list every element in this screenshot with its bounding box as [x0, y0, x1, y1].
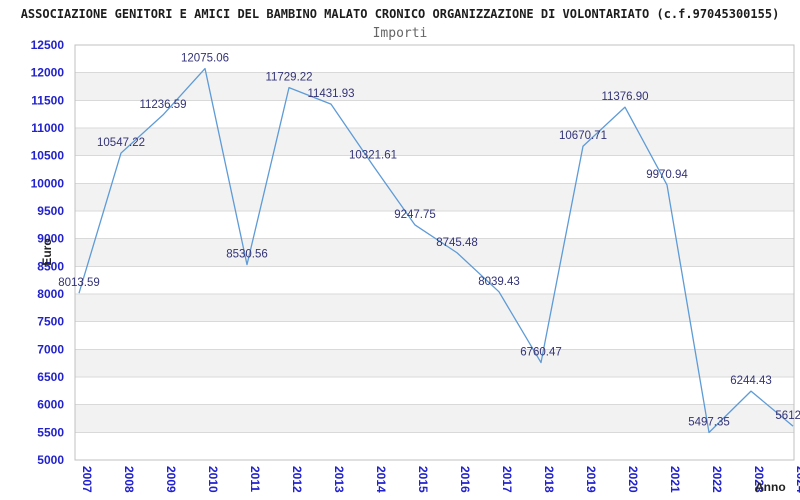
x-axis-title: Anno — [755, 480, 786, 494]
x-tick-label: 2020 — [626, 466, 640, 493]
y-axis-title: Euro — [40, 238, 54, 266]
data-point-label: 12075.06 — [181, 53, 229, 65]
x-tick-label: 2014 — [374, 466, 388, 493]
data-point-label: 11236.59 — [139, 99, 186, 111]
y-tick-label: 11500 — [31, 93, 64, 107]
y-tick-label: 7000 — [37, 342, 64, 356]
grid-band — [75, 294, 794, 322]
y-tick-label: 10000 — [31, 176, 65, 190]
data-point-label: 9970.94 — [646, 169, 688, 181]
grid-band — [75, 321, 794, 350]
grid-band — [75, 72, 794, 101]
page-title: ASSOCIAZIONE GENITORI E AMICI DEL BAMBIN… — [20, 7, 780, 21]
y-tick-label: 5000 — [37, 453, 64, 467]
y-tick-label: 9000 — [37, 232, 64, 246]
x-tick-label: 2023 — [752, 466, 766, 493]
chart-subtitle: Importi — [372, 26, 428, 41]
plot-border — [74, 44, 795, 461]
x-tick-label: 2007 — [80, 466, 94, 493]
data-point-label: 5497.35 — [688, 416, 730, 428]
data-line — [78, 67, 794, 434]
grid-band — [75, 128, 794, 156]
x-tick-label: 2009 — [164, 466, 178, 493]
y-tick-label: 8000 — [37, 287, 64, 301]
data-point-label: 10547.22 — [97, 137, 145, 149]
grid-band — [75, 183, 794, 211]
data-point-label: 11729.22 — [265, 72, 312, 84]
grid-band — [75, 266, 794, 294]
grid-band — [75, 349, 794, 377]
x-tick-label: 2012 — [290, 466, 304, 493]
y-tick-label: 11000 — [31, 121, 64, 135]
grid-band — [75, 404, 794, 433]
x-tick-label: 2008 — [122, 466, 136, 493]
data-point-label: 8530.56 — [226, 249, 268, 261]
x-tick-label: 2015 — [416, 466, 430, 493]
x-tick-label: 2022 — [710, 466, 724, 493]
x-tick-label: 2019 — [584, 466, 598, 493]
data-point-label: 9247.75 — [394, 209, 436, 221]
data-point-label: 8013.59 — [58, 277, 100, 289]
grid-band — [75, 238, 794, 267]
grid-band — [75, 45, 794, 73]
x-tick-label: 2013 — [332, 466, 346, 493]
x-tick-label: 2016 — [458, 466, 472, 493]
grid-band — [75, 377, 794, 405]
data-point-label: 10321.61 — [349, 150, 397, 162]
data-point-label: 8039.43 — [478, 276, 520, 288]
y-tick-label: 5500 — [37, 425, 64, 439]
y-tick-label: 12500 — [31, 38, 65, 52]
y-tick-label: 6500 — [37, 370, 64, 384]
data-point-label: 6760.47 — [520, 347, 562, 359]
y-tick-label: 8500 — [37, 259, 64, 273]
data-point-label: 11376.90 — [601, 91, 648, 103]
y-tick-label: 12000 — [31, 66, 65, 80]
grid-band — [75, 155, 794, 184]
x-tick-label: 2024 — [794, 466, 800, 493]
y-tick-label: 9500 — [37, 204, 64, 218]
y-tick-label: 10500 — [31, 149, 65, 163]
data-point-label: 8745.48 — [436, 237, 478, 249]
x-tick-label: 2010 — [206, 466, 220, 493]
grid-band — [75, 100, 794, 128]
y-tick-label: 6000 — [37, 398, 64, 412]
data-point-label: 5612.7 — [775, 410, 800, 422]
data-point-label: 10670.71 — [559, 130, 607, 142]
grid-band — [75, 432, 794, 460]
x-tick-label: 2018 — [542, 466, 556, 493]
x-tick-label: 2021 — [668, 466, 682, 493]
x-tick-label: 2011 — [248, 466, 262, 492]
data-point-label: 11431.93 — [307, 88, 354, 100]
x-tick-label: 2017 — [500, 466, 514, 493]
y-tick-label: 7500 — [37, 315, 64, 329]
data-point-label: 6244.43 — [730, 375, 772, 387]
